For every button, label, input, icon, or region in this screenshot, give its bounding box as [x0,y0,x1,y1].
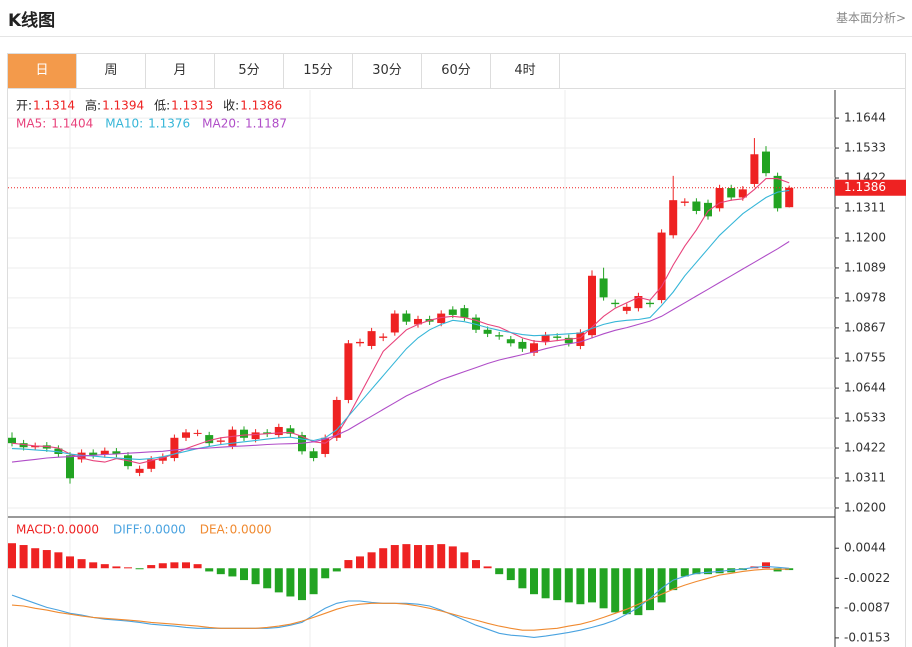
period-tab[interactable]: 日 [8,54,77,88]
period-tabs: 日周月 5分 15分 30分 60分 4时 [8,54,905,89]
period-tab[interactable]: 30分 [353,54,422,88]
period-tab[interactable]: 月 [146,54,215,88]
fundamental-link[interactable]: 基本面分析> [835,11,906,25]
period-tab[interactable]: 60分 [422,54,491,88]
period-tab[interactable]: 15分 [284,54,353,88]
header-divider [0,36,912,37]
chart-frame [7,53,906,647]
period-tab[interactable]: 5分 [215,54,284,88]
period-tab[interactable]: 4时 [491,54,560,88]
page-title: K线图 [8,11,56,31]
period-tab[interactable]: 周 [77,54,146,88]
